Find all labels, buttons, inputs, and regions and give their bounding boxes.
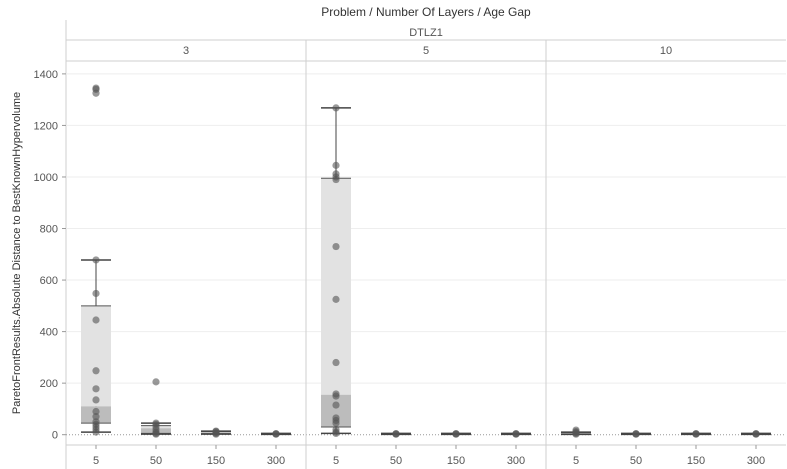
y-tick-label: 0 (52, 430, 58, 442)
data-point (752, 430, 760, 438)
panel-layers-3: 3 5 50 150 300 (81, 45, 291, 467)
panel-layers-5: 5 5 50 150 300 (305, 40, 531, 469)
box-group-50: 50 (141, 378, 171, 467)
y-axis-label: ParetoFrontResults.Absolute Distance to … (11, 92, 23, 414)
x-tick-label: 150 (447, 455, 465, 467)
x-tick-label: 5 (93, 455, 99, 467)
data-point (92, 367, 100, 375)
box-group-150: 150 (681, 430, 711, 467)
box-group-50: 50 (381, 430, 411, 467)
problem-header: DTLZ1 (409, 27, 443, 39)
y-axis: 0 200 400 600 800 1000 1200 1400 (34, 69, 66, 442)
y-tick-label: 1400 (34, 69, 58, 81)
data-point (92, 316, 100, 324)
x-tick-label: 300 (747, 455, 765, 467)
panels: 3 5 50 150 300 5 5 50 150 300 10 5 50 150 300 (81, 40, 771, 469)
x-tick-label: 5 (573, 455, 579, 467)
data-point (332, 295, 340, 303)
x-tick-label: 50 (390, 455, 402, 467)
data-point (92, 413, 100, 421)
box-group-5: 5 (81, 84, 111, 467)
box-group-300: 300 (741, 430, 771, 467)
data-point (92, 407, 100, 416)
y-tick-label: 1000 (34, 172, 58, 184)
data-point (92, 84, 100, 92)
y-tick-label: 1200 (34, 120, 58, 132)
box-group-50: 50 (621, 430, 651, 467)
data-point (212, 427, 220, 435)
data-point (332, 425, 340, 434)
data-point (92, 256, 100, 264)
panel-header-label: 10 (660, 45, 672, 57)
y-tick-label: 400 (40, 327, 58, 339)
data-point (512, 430, 520, 438)
data-point (632, 430, 640, 438)
data-point (332, 358, 340, 367)
y-tick-label: 600 (40, 275, 58, 287)
box-group-5: 5 (321, 104, 351, 467)
data-point (92, 396, 100, 404)
data-point (332, 401, 340, 409)
x-tick-label: 300 (267, 455, 285, 467)
data-point (92, 289, 100, 298)
panel-header-label: 3 (183, 45, 189, 57)
data-point (92, 385, 100, 393)
panel-header-label: 5 (423, 45, 429, 57)
box-group-150: 150 (201, 427, 231, 467)
data-point (332, 161, 340, 169)
box-group-150: 150 (441, 430, 471, 467)
x-tick-label: 5 (333, 455, 339, 467)
data-point (332, 414, 340, 422)
box-group-300: 300 (261, 430, 291, 467)
x-tick-label: 150 (207, 455, 225, 467)
data-point (692, 430, 700, 438)
data-point (272, 430, 280, 438)
data-point (572, 426, 580, 434)
box-upper (321, 178, 351, 395)
y-tick-label: 800 (40, 224, 58, 236)
column-header: Problem / Number Of Layers / Age Gap (321, 5, 531, 19)
panel-layers-10: 10 5 50 150 300 (545, 40, 771, 469)
data-point (152, 419, 160, 427)
box-group-300: 300 (501, 430, 531, 467)
data-point (332, 104, 340, 112)
x-tick-label: 50 (630, 455, 642, 467)
y-tick-label: 200 (40, 378, 58, 390)
data-point (92, 418, 100, 426)
chart-frame (65, 20, 786, 469)
data-point (152, 378, 160, 386)
data-point (332, 170, 340, 178)
x-tick-label: 150 (687, 455, 705, 467)
box-group-5: 5 (561, 426, 591, 467)
data-point (332, 390, 340, 398)
x-tick-label: 300 (507, 455, 525, 467)
gridlines (66, 73, 786, 436)
data-point (392, 430, 400, 438)
data-point (452, 430, 460, 438)
x-tick-label: 50 (150, 455, 162, 467)
data-point (332, 242, 340, 251)
